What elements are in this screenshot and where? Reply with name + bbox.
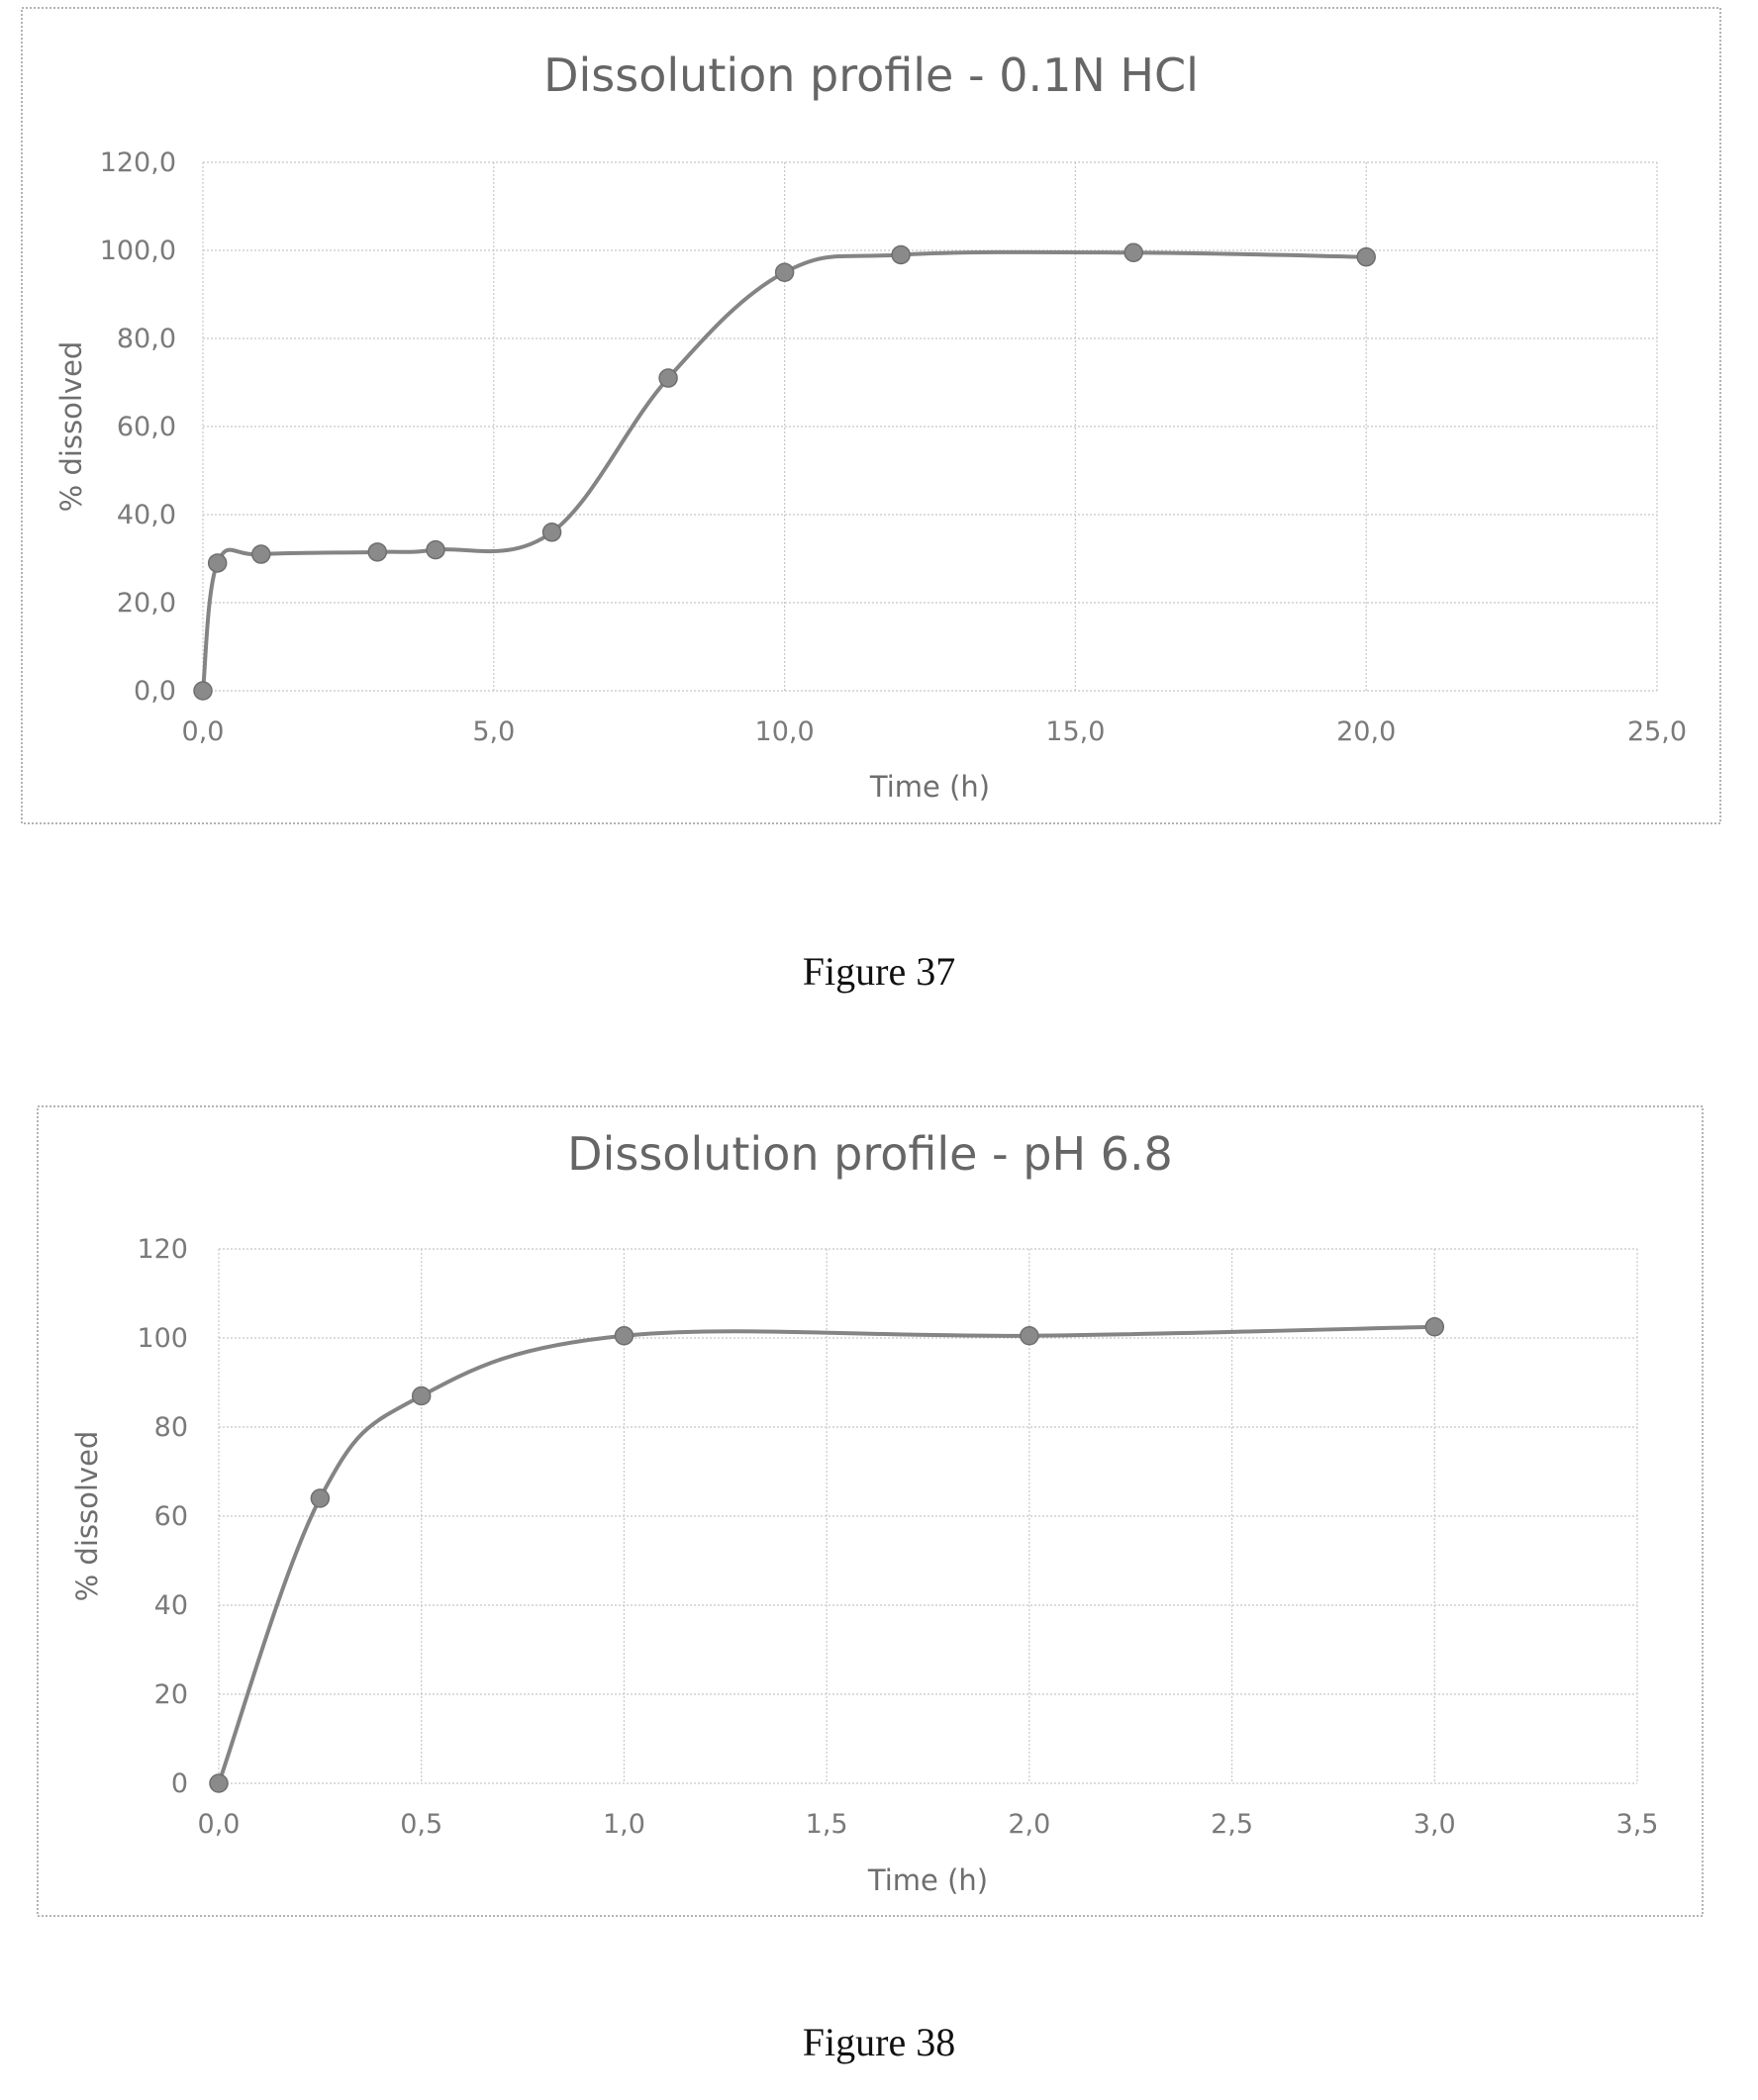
figure-caption-37: Figure 37 [802,949,956,994]
data-point [209,1773,229,1793]
x-axis-label: Time (h) [869,770,990,804]
data-point [1424,1317,1445,1337]
x-tick-label: 3,5 [1616,1809,1659,1840]
data-point [658,368,678,388]
x-tick-label: 1,5 [806,1809,848,1840]
data-point [251,544,271,564]
y-tick-label: 60 [154,1501,188,1532]
series-line [217,1324,1437,1785]
data-point [614,1326,635,1346]
x-tick-label: 15,0 [1045,716,1105,747]
chart-title: Dissolution profile - 0.1N HCl [543,48,1199,102]
y-tick-label: 100 [137,1323,188,1354]
x-tick-label: 0,5 [400,1809,442,1840]
y-axis-label: % dissolved [54,341,88,513]
data-point [207,553,228,573]
data-point [1123,242,1143,262]
x-tick-label: 0,0 [198,1809,241,1840]
x-tick-label: 25,0 [1627,716,1687,747]
figure-caption-38: Figure 38 [802,2020,956,2064]
data-point [891,244,911,265]
data-point [541,523,562,542]
y-tick-label: 120,0 [100,147,176,178]
y-tick-label: 100,0 [100,236,176,266]
chart-ph-6.8: 0 20 40 60 80 100 120 0,0 0,5 1,0 1,5 2,0 2,5 3,0 3,5 D… [37,1105,1704,1917]
chart-frame [37,1105,1704,1917]
y-tick-label: 60,0 [117,412,176,442]
x-tick-label: 2,0 [1008,1809,1050,1840]
data-point [193,681,213,701]
y-tick-label: 20 [154,1679,188,1710]
data-point [1356,246,1376,267]
y-tick-label: 0 [171,1768,188,1799]
y-tick-label: 80 [154,1412,188,1443]
y-tick-label: 20,0 [117,588,176,619]
x-tick-label: 2,5 [1211,1809,1253,1840]
x-tick-label: 20,0 [1336,716,1396,747]
x-tick-label: 0,0 [182,716,225,747]
y-tick-label: 120 [137,1234,188,1265]
y-tick-label: 40,0 [117,500,176,530]
y-tick-label: 40 [154,1590,188,1621]
data-point [367,542,388,562]
x-tick-label: 5,0 [472,716,515,747]
data-point [774,262,795,282]
data-point [1020,1326,1039,1346]
chart-title: Dissolution profile - pH 6.8 [567,1127,1173,1181]
chart-0.1n-hcl: 0,0 20,0 40,0 60,0 80,0 100,0 120,0 0,0 5,0 10,0 1… [21,7,1721,824]
x-axis-label: Time (h) [867,1863,988,1897]
y-axis-label: % dissolved [70,1431,104,1602]
x-tick-label: 3,0 [1414,1809,1456,1840]
y-tick-label: 0,0 [134,676,176,707]
x-tick-label: 10,0 [755,716,815,747]
data-point [411,1385,432,1406]
y-tick-label: 80,0 [117,324,176,354]
chart-frame [21,7,1721,824]
data-point [426,539,445,560]
data-point [310,1488,331,1508]
x-tick-label: 1,0 [603,1809,645,1840]
